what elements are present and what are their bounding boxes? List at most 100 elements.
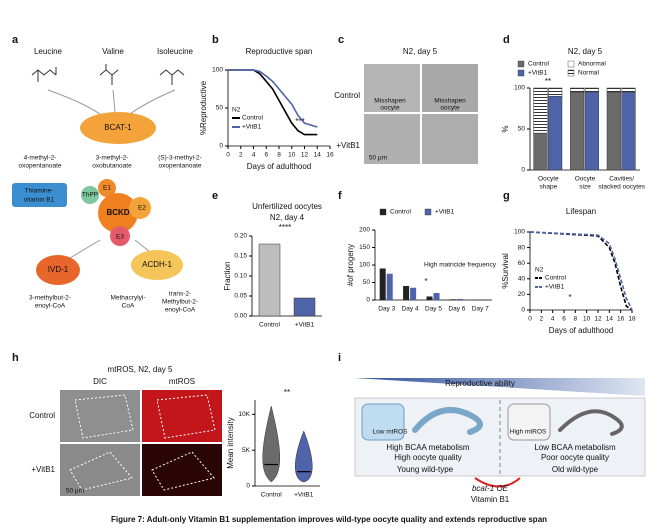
bar xyxy=(480,299,487,300)
enzyme: IVD-1 xyxy=(48,265,69,274)
x-tick-label: 8 xyxy=(574,316,578,323)
x-tick-label: 2 xyxy=(239,152,243,159)
series-line xyxy=(529,231,633,311)
x-tick-label: stacked oocytes xyxy=(598,184,645,191)
legend-label: +VitB1 xyxy=(528,70,548,77)
x-tick-label: 0 xyxy=(226,152,230,159)
molecule xyxy=(31,64,185,85)
y-tick-label: 50 xyxy=(363,279,371,286)
schematic-text: High oocyte quality xyxy=(394,453,462,462)
y-tick-label: 100 xyxy=(514,229,525,236)
enzyme: BCAT-1 xyxy=(104,123,132,132)
x-tick-label: shape xyxy=(539,184,557,191)
cell-label: Low mtROS xyxy=(372,429,408,436)
product: Methacrylyl- xyxy=(110,295,145,302)
y-tick-label: 100 xyxy=(359,262,370,269)
x-tick-label: Day 6 xyxy=(448,306,465,313)
bar xyxy=(410,287,417,300)
x-tick-label: 2 xyxy=(540,316,544,323)
bar-segment xyxy=(533,87,548,134)
x-tick-label: Oocyte xyxy=(538,176,559,183)
x-tick-label: 16 xyxy=(326,152,334,159)
x-tick-label: Control xyxy=(261,492,283,499)
scale-bar: 50 µm xyxy=(66,488,84,495)
micrographs-c: N2, day 5 Control +VitB1 Misshapen oocyt… xyxy=(334,47,478,164)
y-tick-label: 0.15 xyxy=(234,253,247,260)
x-tick-label: 18 xyxy=(628,316,636,323)
legend-label: +VitB1 xyxy=(545,284,565,291)
worm xyxy=(558,409,624,436)
x-tick-label: 16 xyxy=(617,316,625,323)
bar-segment xyxy=(548,87,563,97)
keto-acid: oxobutanoate xyxy=(92,163,132,170)
bar xyxy=(293,297,316,317)
x-tick-label: 14 xyxy=(606,316,614,323)
y-tick-label: 0 xyxy=(366,297,370,304)
bar xyxy=(433,293,440,300)
micrograph xyxy=(142,390,222,442)
x-tick-label: 6 xyxy=(562,316,566,323)
y-tick-label: 5K xyxy=(242,447,251,454)
x-tick-label: 10 xyxy=(288,152,296,159)
chart-title: N2, day 5 xyxy=(568,47,603,56)
legend-swatch xyxy=(517,69,525,77)
product: enoyl-CoA xyxy=(165,307,196,314)
enzyme-shape xyxy=(36,255,80,285)
x-tick-label: size xyxy=(579,184,591,191)
bar-segment xyxy=(621,87,636,93)
worm xyxy=(412,407,483,435)
x-tick-label: 12 xyxy=(301,152,309,159)
row-label: +VitB1 xyxy=(336,141,360,150)
schematic-text: Old wild-type xyxy=(552,465,599,474)
x-tick-label: Control xyxy=(259,322,281,329)
callout: Misshapen xyxy=(434,98,466,105)
x-axis-label: Days of adulthood xyxy=(247,162,312,171)
keto-acid: 4-methyl-2- xyxy=(24,155,57,162)
keto-acid: (S)-3-methyl-2- xyxy=(158,155,202,162)
annotation: * xyxy=(568,293,571,302)
y-axis-label: %Reproductive xyxy=(199,80,208,135)
x-tick-label: 4 xyxy=(551,316,555,323)
product: Methylbut-2- xyxy=(162,299,198,306)
micrograph xyxy=(60,390,140,442)
legend-swatch xyxy=(517,60,525,68)
micrograph xyxy=(364,64,420,112)
annotation: ** xyxy=(545,77,551,86)
bar-segment xyxy=(570,87,585,93)
panel-title: N2, day 5 xyxy=(403,47,438,56)
y-axis-label: Mean intensity xyxy=(226,417,235,469)
panel-label: c xyxy=(338,34,344,46)
bar xyxy=(456,298,463,300)
bar xyxy=(426,296,433,300)
y-tick-label: 0.05 xyxy=(234,293,247,300)
schematic-text: Young wild-type xyxy=(397,465,454,474)
y-tick-label: 0.20 xyxy=(234,233,247,240)
x-tick-label: 10 xyxy=(583,316,591,323)
subunit xyxy=(110,226,130,246)
bar xyxy=(386,273,393,300)
bar-segment xyxy=(606,91,621,171)
annotation: ** xyxy=(284,388,290,397)
legend-label: Control xyxy=(545,275,567,282)
y-tick-label: 50 xyxy=(518,126,526,133)
product: enoyl-CoA xyxy=(35,303,66,310)
y-tick-label: 0 xyxy=(219,143,223,150)
cell xyxy=(507,403,551,441)
y-tick-label: 150 xyxy=(359,244,370,251)
y-axis-label: Fraction xyxy=(223,262,232,291)
column-label: mtROS xyxy=(169,377,195,386)
y-tick-label: 0 xyxy=(521,307,525,314)
complex-shape xyxy=(98,193,138,233)
annotation: *** xyxy=(295,117,304,126)
scale-bar: 50 µm xyxy=(369,155,387,162)
y-tick-label: 80 xyxy=(518,244,526,251)
y-tick-label: 100 xyxy=(212,67,223,74)
panel-label: f xyxy=(338,190,342,202)
legend-swatch xyxy=(424,208,432,216)
legend-label: Control xyxy=(390,209,412,216)
legend-title: N2 xyxy=(232,107,241,114)
keto-acid: 3-methyl-2- xyxy=(96,155,129,162)
product: trans-2- xyxy=(169,291,191,298)
micrographs-h: mtROS, N2, day 5 DIC mtROS Control +VitB… xyxy=(29,365,222,496)
x-tick-label: 14 xyxy=(314,152,322,159)
